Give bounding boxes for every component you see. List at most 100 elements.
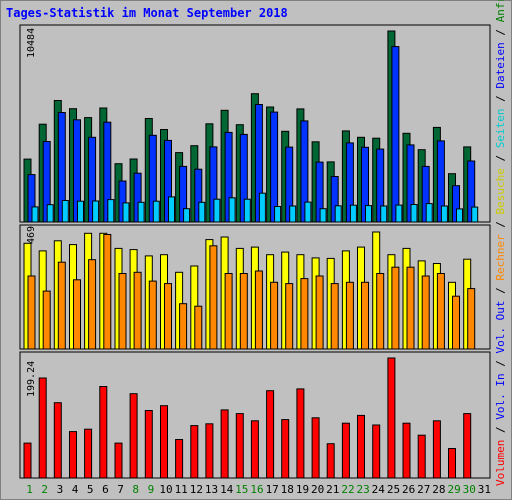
bar-seiten-day-15 xyxy=(243,198,251,223)
bar-rechner-day-28 xyxy=(436,273,445,350)
legend-dateien: Dateien xyxy=(494,42,507,89)
bar-dateien-day-25 xyxy=(391,46,400,223)
x-tick-label-day-6: 6 xyxy=(102,483,109,496)
bar-rechner-day-4 xyxy=(73,279,81,350)
bar-rechner-day-10 xyxy=(164,283,172,350)
bar-rechner-day-25 xyxy=(391,266,400,350)
bar-seiten-day-18 xyxy=(289,205,297,223)
x-tick-label-day-10: 10 xyxy=(159,483,172,496)
bar-volumen-day-25 xyxy=(387,357,396,479)
bar-seiten-day-16 xyxy=(258,192,266,223)
panel2-ymax-label: 469 xyxy=(26,225,37,244)
x-tick-label-day-19: 19 xyxy=(296,483,309,496)
bar-volumen-day-1 xyxy=(23,442,32,479)
x-tick-label-day-16: 16 xyxy=(250,483,263,496)
bar-rechner-day-30 xyxy=(467,288,476,350)
bar-dateien-day-17 xyxy=(270,111,279,223)
legend-anfragen: Anfragen xyxy=(494,0,507,22)
bar-rechner-day-1 xyxy=(27,275,36,350)
legend-vol-out: Vol. Out xyxy=(494,300,507,354)
x-tick-label-day-7: 7 xyxy=(117,483,124,496)
bar-rechner-day-2 xyxy=(42,290,51,350)
bar-rechner-day-23 xyxy=(361,281,369,350)
bar-seiten-day-2 xyxy=(46,204,54,223)
bar-seiten-day-7 xyxy=(122,202,130,223)
bar-volumen-day-2 xyxy=(38,377,47,479)
right-legend: Volumen / Vol. In / Vol. Out / Rechner /… xyxy=(494,0,507,486)
bar-seiten-day-12 xyxy=(198,201,206,223)
bar-seiten-day-4 xyxy=(77,200,84,223)
bar-rechner-day-14 xyxy=(224,273,233,350)
x-tick-label-day-13: 13 xyxy=(205,483,218,496)
x-tick-label-day-29: 29 xyxy=(447,483,460,496)
x-tick-label-day-31: 31 xyxy=(478,483,491,496)
legend-rechner: Rechner xyxy=(494,234,507,281)
bar-seiten-day-24 xyxy=(380,205,388,223)
legend-besuche: Besuche xyxy=(494,168,507,215)
bar-rechner-day-8 xyxy=(133,271,142,350)
bar-volumen-day-8 xyxy=(129,393,138,479)
x-tick-label-day-8: 8 xyxy=(132,483,139,496)
bar-seiten-day-25 xyxy=(395,204,403,223)
bar-rechner-day-9 xyxy=(148,280,157,350)
x-tick-label-day-24: 24 xyxy=(372,483,386,496)
bar-volumen-day-16 xyxy=(250,420,259,479)
bar-rechner-day-5 xyxy=(88,259,97,350)
bar-rechner-day-17 xyxy=(270,281,279,350)
bar-seiten-day-28 xyxy=(440,205,448,223)
bar-seiten-day-26 xyxy=(410,204,418,223)
bar-seiten-day-10 xyxy=(168,196,175,223)
bar-seiten-day-8 xyxy=(137,201,145,223)
bar-volumen-day-23 xyxy=(357,414,365,479)
bar-rechner-day-16 xyxy=(254,270,263,350)
bar-rechner-day-27 xyxy=(421,275,430,350)
bar-rechner-day-11 xyxy=(179,303,188,350)
bar-volumen-day-13 xyxy=(205,423,214,479)
bar-volumen-day-22 xyxy=(341,422,350,479)
bar-volumen-day-6 xyxy=(99,386,108,479)
bar-volumen-day-21 xyxy=(326,443,335,479)
bar-rechner-day-20 xyxy=(315,275,324,350)
bar-volumen-day-14 xyxy=(220,409,229,479)
bar-volumen-day-3 xyxy=(53,402,62,479)
x-tick-label-day-11: 11 xyxy=(175,483,188,496)
bar-volumen-day-29 xyxy=(448,448,456,479)
bar-seiten-day-30 xyxy=(471,206,479,223)
bar-dateien-day-3 xyxy=(57,112,66,223)
x-tick-label-day-22: 22 xyxy=(341,483,354,496)
legend-seiten: Seiten xyxy=(494,108,507,149)
bar-rechner-day-13 xyxy=(209,245,218,350)
bar-rechner-day-7 xyxy=(118,273,127,350)
bar-seiten-day-11 xyxy=(183,208,191,223)
bar-seiten-day-19 xyxy=(304,201,312,223)
bar-seiten-day-23 xyxy=(365,205,372,223)
x-tick-label-day-1: 1 xyxy=(26,483,33,496)
bar-volumen-day-11 xyxy=(175,439,184,479)
bar-volumen-day-30 xyxy=(463,413,472,479)
bar-seiten-day-14 xyxy=(228,197,236,223)
bar-volumen-day-17 xyxy=(266,390,275,479)
x-tick-label-day-26: 26 xyxy=(402,483,415,496)
x-tick-label-day-9: 9 xyxy=(148,483,155,496)
bar-rechner-day-26 xyxy=(406,266,415,350)
bar-volumen-day-4 xyxy=(69,431,77,479)
bar-seiten-day-9 xyxy=(152,200,160,223)
bar-rechner-day-24 xyxy=(376,273,385,350)
x-tick-label-day-14: 14 xyxy=(220,483,234,496)
bar-rechner-day-12 xyxy=(194,305,203,350)
bar-seiten-day-29 xyxy=(456,208,463,223)
x-tick-label-day-18: 18 xyxy=(281,483,294,496)
bar-volumen-day-15 xyxy=(235,413,244,479)
bar-rechner-day-6 xyxy=(103,234,112,350)
panel3-ymax-label: 199.24 xyxy=(26,360,37,397)
x-tick-label-day-20: 20 xyxy=(311,483,324,496)
bar-seiten-day-5 xyxy=(92,200,100,223)
bar-volumen-day-24 xyxy=(372,424,381,479)
x-tick-label-day-27: 27 xyxy=(417,483,430,496)
bar-rechner-day-15 xyxy=(239,273,248,350)
bar-rechner-day-21 xyxy=(330,283,339,350)
bar-seiten-day-27 xyxy=(425,203,433,223)
x-tick-label-day-30: 30 xyxy=(463,483,476,496)
bar-rechner-day-29 xyxy=(452,295,460,350)
